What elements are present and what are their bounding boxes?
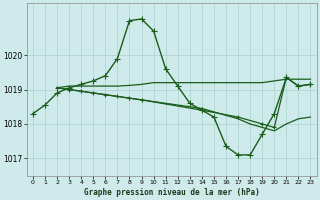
X-axis label: Graphe pression niveau de la mer (hPa): Graphe pression niveau de la mer (hPa) (84, 188, 260, 197)
